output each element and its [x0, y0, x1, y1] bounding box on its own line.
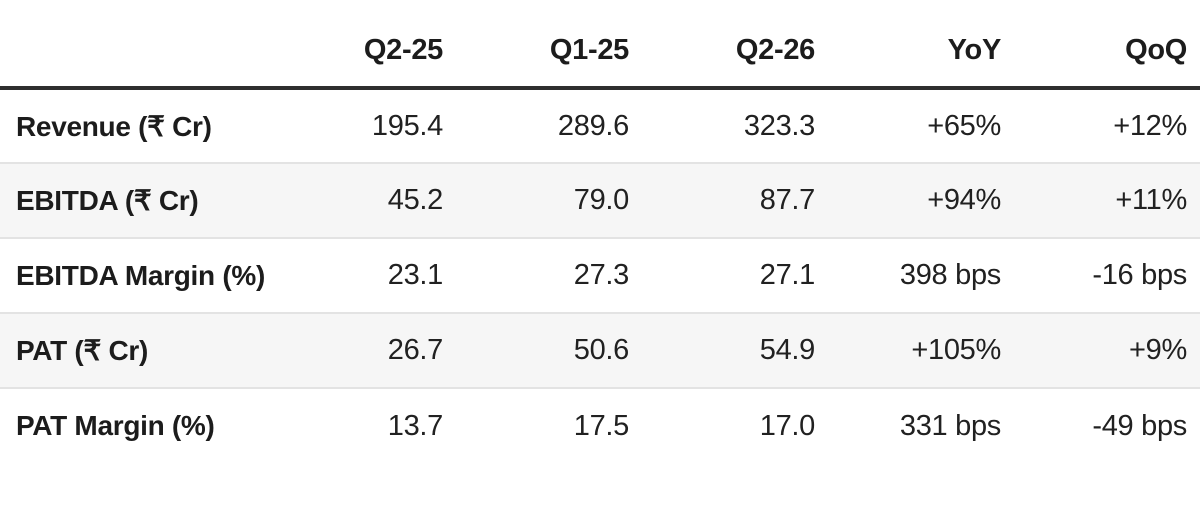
table-row-pat-margin: PAT Margin (%) 13.7 17.5 17.0 331 bps -4…: [0, 387, 1200, 463]
table-row-ebitda-margin: EBITDA Margin (%) 23.1 27.3 27.1 398 bps…: [0, 237, 1200, 313]
column-header-q2-26: Q2-26: [642, 0, 828, 90]
value-cell: 87.7: [642, 162, 828, 238]
column-header-qoq: QoQ: [1014, 0, 1200, 90]
value-cell: 289.6: [557, 109, 629, 142]
value-cell: 323.3: [743, 109, 815, 142]
table-row-ebitda: EBITDA (₹ Cr) 45.2 79.0 87.7 +94% +11%: [0, 162, 1200, 238]
value-cell: 27.1: [642, 237, 828, 313]
value-cell: 54.9: [642, 312, 828, 388]
row-label: PAT Margin (%): [0, 387, 270, 463]
header-row: Q2-25 Q1-25 Q2-26 YoY QoQ: [0, 0, 1200, 90]
row-label: EBITDA (₹ Cr): [0, 162, 270, 238]
row-label: Revenue (₹ Cr): [16, 110, 212, 142]
table-row-pat: PAT (₹ Cr) 26.7 50.6 54.9 +105% +9%: [0, 312, 1200, 388]
table-header: Q2-25 Q1-25 Q2-26 YoY QoQ: [0, 0, 1200, 90]
value-cell: +9%: [1014, 312, 1200, 388]
table-body: Revenue (₹ Cr) 195.4 289.6 323.3 +65% +1…: [0, 88, 1200, 463]
value-cell: 195.4: [371, 109, 443, 142]
value-cell: 17.0: [642, 387, 828, 463]
financial-results-table: Q2-25 Q1-25 Q2-26 YoY QoQ Revenue (₹ Cr)…: [0, 0, 1200, 463]
value-cell: +65%: [927, 109, 1001, 142]
value-cell: 79.0: [456, 162, 642, 238]
value-cell: +12%: [1113, 109, 1187, 142]
value-cell: 17.5: [456, 387, 642, 463]
row-label: PAT (₹ Cr): [0, 312, 270, 388]
value-cell: 13.7: [270, 387, 456, 463]
value-cell: 27.3: [456, 237, 642, 313]
value-cell: 26.7: [270, 312, 456, 388]
column-header-q2-25: Q2-25: [270, 0, 456, 90]
value-cell: 23.1: [270, 237, 456, 313]
table-row-revenue: Revenue (₹ Cr) 195.4 289.6 323.3 +65% +1…: [0, 88, 1200, 163]
column-header-yoy: YoY: [828, 0, 1014, 90]
value-cell: 331 bps: [828, 387, 1014, 463]
row-label: EBITDA Margin (%): [0, 237, 270, 313]
value-cell: 398 bps: [828, 237, 1014, 313]
column-header-metric: [0, 0, 270, 90]
value-cell: 45.2: [270, 162, 456, 238]
value-cell: 50.6: [456, 312, 642, 388]
value-cell: +11%: [1014, 162, 1200, 238]
value-cell: +94%: [828, 162, 1014, 238]
value-cell: -16 bps: [1014, 237, 1200, 313]
column-header-q1-25: Q1-25: [456, 0, 642, 90]
value-cell: -49 bps: [1014, 387, 1200, 463]
value-cell: +105%: [828, 312, 1014, 388]
